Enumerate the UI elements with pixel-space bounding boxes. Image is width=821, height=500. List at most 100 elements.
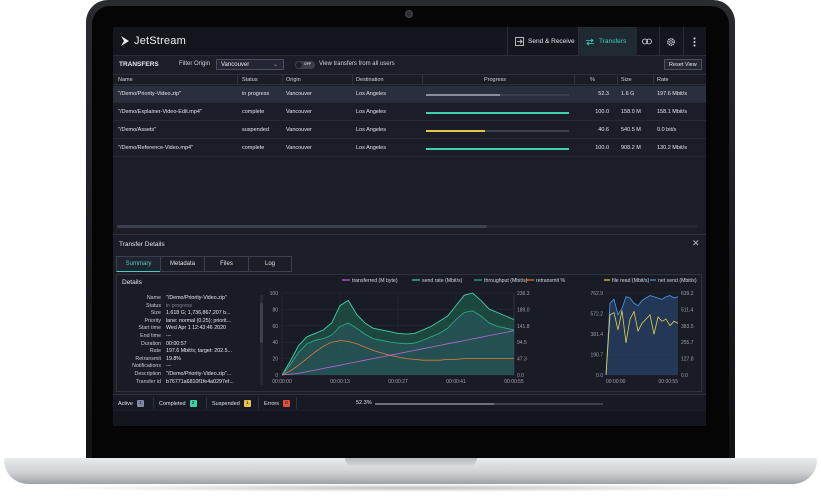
send-receive-icon <box>515 37 524 46</box>
status-divider <box>206 397 207 409</box>
suspended-label: Suspended <box>212 400 240 407</box>
suspended-badge: 1 <box>243 400 251 407</box>
filter-origin-select[interactable]: Vancouver ⌄ <box>216 58 284 70</box>
jetstream-logo-icon <box>121 36 129 46</box>
overall-percent: 52.3% <box>356 400 372 406</box>
y-right-tick: 511.4 <box>681 307 693 313</box>
y-right-tick: 127.8 <box>681 357 694 363</box>
field-value: in progress <box>166 302 193 309</box>
transfer-rate-chart: transferred (M byte) send rate (Mbit/s) th… <box>270 278 566 385</box>
cell-rate: 158.1 Mbit/s <box>657 109 687 115</box>
x-tick: 00:00:00 <box>606 379 626 385</box>
col-divider <box>422 75 423 85</box>
field-value: "/Demo/Priority-Video.zip"... <box>166 371 232 377</box>
settings-button[interactable] <box>660 27 682 56</box>
errors-label: Errors <box>264 400 279 407</box>
legend-entry: throughput (Mbit/s) <box>484 278 528 284</box>
field-label: Name <box>146 295 161 301</box>
col-progress[interactable]: Progress <box>484 77 507 83</box>
col-divider <box>237 75 238 85</box>
y-right-tick: 383.5 <box>681 324 694 330</box>
filter-label: Filter Origin <box>179 61 211 67</box>
x-tick: 00:00:41 <box>446 379 466 385</box>
net-send-line <box>605 295 679 376</box>
active-count[interactable]: Active 1 <box>118 400 144 407</box>
toggle-knob <box>296 61 302 68</box>
table-row[interactable]: "/Demo/Assets" suspended Vancouver Los Ange… <box>113 122 706 139</box>
tab-summary[interactable]: Summary <box>116 256 160 272</box>
col-size[interactable]: Size <box>621 77 632 83</box>
cell-percent: 52.3 <box>598 91 609 97</box>
field-value: 00:00:57 <box>166 340 187 347</box>
overall-progress-fill <box>375 403 495 405</box>
y-right-tick: 0.0 <box>681 373 688 379</box>
nav-divider <box>578 27 579 56</box>
field-label: Description <box>134 371 162 377</box>
link-icon <box>642 38 652 45</box>
y-right-tick: 94.5 <box>517 340 527 346</box>
cell-size: 158.0 M <box>621 109 641 115</box>
table-horizontal-scrollbar[interactable] <box>117 225 697 228</box>
scrollbar-thumb[interactable] <box>117 225 487 228</box>
transferred-line <box>281 330 515 376</box>
transfers-label: Transfers <box>599 38 627 45</box>
y-left-tick: 762.9 <box>590 291 603 297</box>
y-right-tick: 255.7 <box>681 340 694 346</box>
filter-value: Vancouver <box>221 61 250 68</box>
cell-origin: Vancouver <box>286 109 312 115</box>
transfers-toolbar: TRANSFERS Filter Origin Vancouver ⌄ OFF … <box>113 57 706 73</box>
close-icon[interactable]: ✕ <box>692 238 700 248</box>
scrollbar-thumb[interactable] <box>260 303 263 343</box>
x-tick: 00:00:13 <box>330 379 350 385</box>
link-button[interactable] <box>635 27 659 56</box>
cell-status: complete <box>242 145 265 151</box>
table-row[interactable]: "/Demo/Reference-Video.mp4" complete Vanco… <box>113 140 706 157</box>
col-destination[interactable]: Destination <box>356 77 384 83</box>
legend-entry: file read (Mbit/s) <box>612 278 649 284</box>
col-name[interactable]: Name <box>118 77 133 83</box>
section-title: TRANSFERS <box>119 61 159 68</box>
screen-bottom <box>113 411 706 426</box>
status-bar: Active 1 Completed 2 Suspended 1 Errors … <box>113 394 706 410</box>
row-progress-bar <box>426 94 569 96</box>
cell-name: "/Demo/Priority-Video.zip" <box>118 91 182 97</box>
all-users-toggle[interactable]: OFF <box>295 60 315 69</box>
completed-count[interactable]: Completed 2 <box>159 400 197 407</box>
row-progress-fill <box>426 94 501 96</box>
col-origin[interactable]: Origin <box>286 77 301 83</box>
col-status[interactable]: Status <box>242 77 258 83</box>
tab-log[interactable]: Log <box>248 256 292 272</box>
details-section-title: Details <box>122 279 142 286</box>
details-tabs: Summary Metadata Files Log <box>116 256 292 272</box>
cell-name: "/Demo/Reference-Video.mp4" <box>118 145 194 151</box>
reset-view-button[interactable]: Reset View <box>664 59 702 70</box>
cell-origin: Vancouver <box>286 145 312 151</box>
transfers-tab[interactable]: Transfers <box>579 27 637 56</box>
table-row[interactable]: "/Demo/Explainer-Video-Edit.mp4" complete… <box>113 104 706 121</box>
field-label: Transfer id <box>135 378 161 385</box>
cell-name: "/Demo/Explainer-Video-Edit.mp4" <box>118 109 202 115</box>
cell-destination: Los Angeles <box>356 127 386 133</box>
file-read-line <box>605 310 679 376</box>
table-row[interactable]: "/Demo/Priority-Video.zip" in progress Van… <box>113 86 706 103</box>
tab-metadata[interactable]: Metadata <box>160 256 204 272</box>
y-left-tick: 60 <box>272 324 278 330</box>
col-rate[interactable]: Rate <box>657 77 669 83</box>
col-percent[interactable]: % <box>590 77 595 83</box>
tab-files[interactable]: Files <box>204 256 248 272</box>
details-scrollbar[interactable] <box>260 295 263 385</box>
field-label: Notifications <box>132 363 161 370</box>
transfer-details-header: Transfer Details ✕ <box>113 234 706 251</box>
y-left-tick: 572.2 <box>590 312 603 318</box>
more-menu-button[interactable] <box>684 27 704 56</box>
y-left-tick: 0 <box>275 373 278 379</box>
completed-label: Completed <box>159 400 186 407</box>
status-divider <box>153 397 154 409</box>
suspended-count[interactable]: Suspended 1 <box>212 400 251 407</box>
cell-destination: Los Angeles <box>356 91 386 97</box>
y-left-tick: 190.7 <box>590 353 603 359</box>
more-vertical-icon <box>693 37 695 46</box>
transfers-icon <box>586 37 594 46</box>
send-receive-button[interactable]: Send & Receive <box>509 27 581 56</box>
errors-count[interactable]: Errors 0 <box>264 400 290 407</box>
